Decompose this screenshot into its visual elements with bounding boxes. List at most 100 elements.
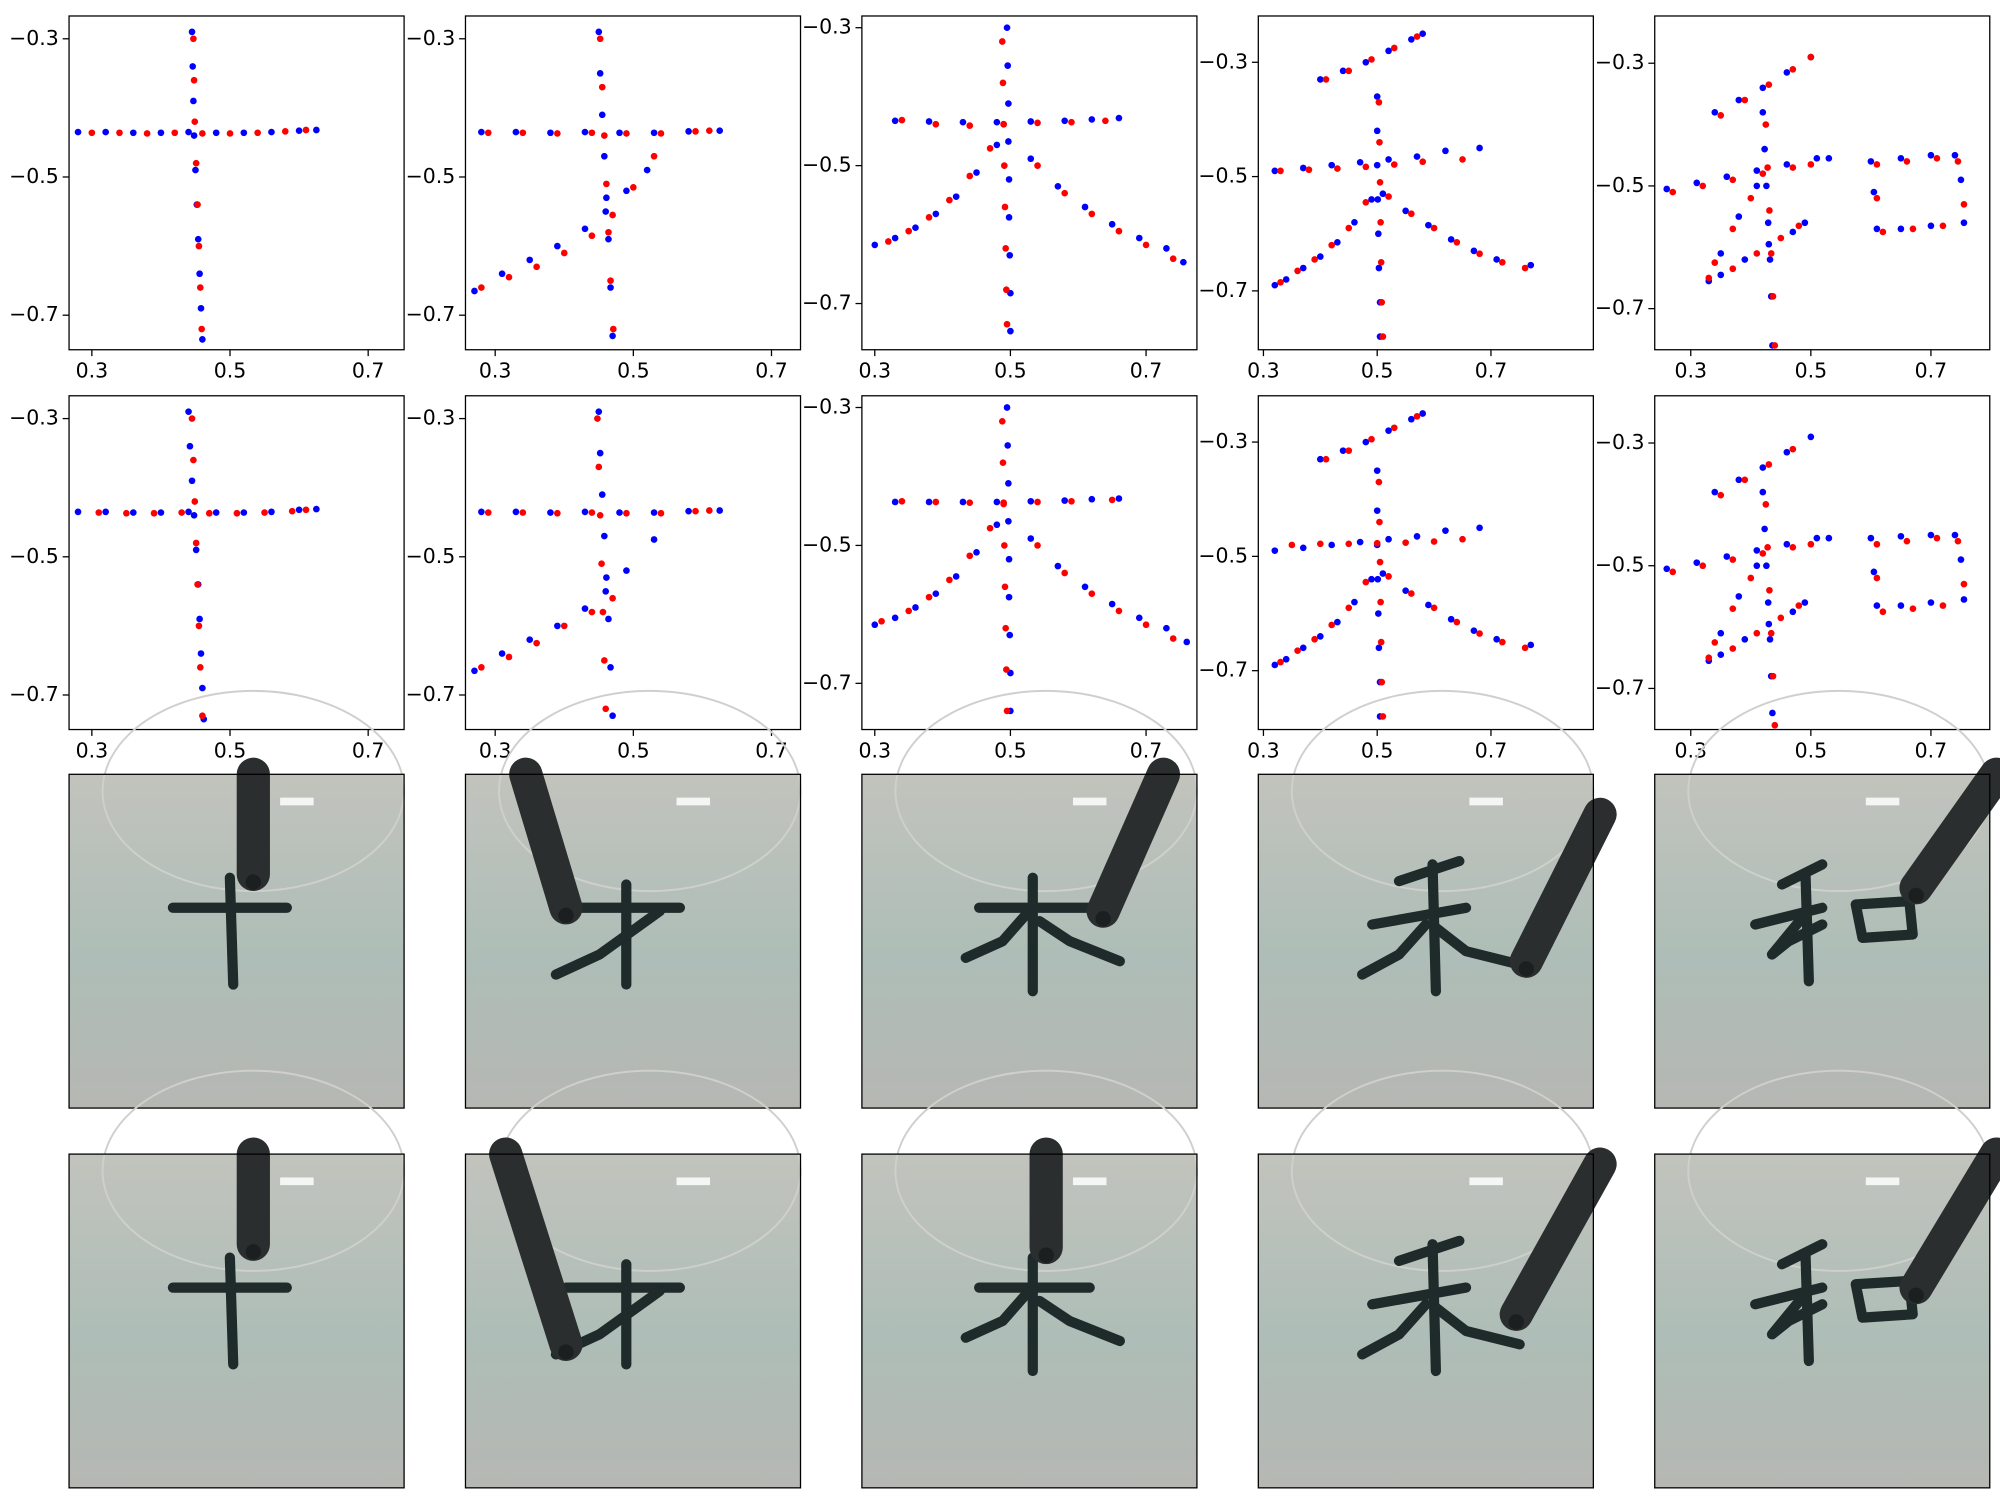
point <box>1061 497 1069 504</box>
point <box>1764 164 1771 171</box>
point <box>598 111 606 119</box>
y-tick-label: −0.7 <box>1198 658 1248 682</box>
point <box>1004 62 1012 69</box>
point <box>1765 81 1773 89</box>
point <box>74 508 82 516</box>
plot-area <box>464 15 802 351</box>
point <box>547 509 554 516</box>
point <box>594 415 601 422</box>
point <box>1027 118 1035 125</box>
point <box>1669 188 1677 196</box>
point <box>1753 547 1761 554</box>
point <box>609 332 616 340</box>
point <box>596 70 604 77</box>
point <box>1142 241 1150 249</box>
point <box>554 130 561 137</box>
point <box>198 325 206 333</box>
point <box>1288 541 1296 549</box>
point <box>925 214 933 221</box>
point <box>1470 627 1478 634</box>
y-tick-label: −0.7 <box>406 302 456 326</box>
point <box>616 509 623 516</box>
point <box>190 76 198 84</box>
scatter-panel: 0.3 0.5 0.7 −0.3 −0.5 −0.7 <box>9 15 405 382</box>
point <box>1729 265 1737 273</box>
point <box>1027 155 1035 163</box>
photo-light <box>1865 797 1900 806</box>
point <box>212 509 220 516</box>
point <box>189 63 197 70</box>
scatter-panel: 0.3 0.5 0.7 −0.3 −0.5 −0.7 <box>802 395 1198 762</box>
point <box>1034 162 1041 169</box>
point <box>478 508 485 516</box>
point <box>999 459 1007 466</box>
point <box>605 228 612 236</box>
point <box>1390 44 1398 52</box>
point <box>1951 151 1959 159</box>
point <box>1769 293 1777 300</box>
point <box>1873 574 1881 582</box>
point <box>1807 540 1815 548</box>
point <box>1271 547 1279 554</box>
y-tick-label: −0.5 <box>1595 173 1645 197</box>
point <box>95 509 103 516</box>
ink-stroke <box>960 1289 1032 1343</box>
point <box>1807 161 1815 168</box>
point <box>616 129 623 137</box>
point <box>88 129 96 137</box>
point <box>1476 250 1483 258</box>
pen-tip <box>1518 961 1535 977</box>
photo-light <box>280 1177 314 1186</box>
pen-body <box>1899 757 2000 905</box>
pen-tip <box>1095 911 1111 927</box>
point <box>1795 602 1803 609</box>
x-tick-label: 0.3 <box>1247 358 1280 382</box>
point <box>595 463 603 471</box>
point <box>191 118 199 126</box>
ink-stroke <box>1850 1275 1918 1323</box>
point <box>588 232 596 240</box>
point <box>603 180 610 188</box>
point <box>1385 156 1392 163</box>
ink-stroke <box>224 1252 239 1370</box>
pen-tip <box>1908 887 1924 904</box>
point <box>123 509 130 517</box>
point <box>1747 194 1755 202</box>
point <box>1795 222 1803 230</box>
photo <box>1654 689 2000 1109</box>
point <box>952 193 960 200</box>
point <box>1328 541 1336 549</box>
photo-background <box>1654 774 1990 1109</box>
point <box>932 498 940 506</box>
point <box>1027 535 1035 542</box>
point <box>526 636 534 644</box>
point <box>1088 590 1096 598</box>
point <box>1813 154 1821 162</box>
point <box>1789 164 1797 171</box>
point <box>1362 578 1370 586</box>
point <box>1169 255 1177 263</box>
point <box>1376 138 1383 146</box>
point <box>498 270 506 278</box>
photo-frame <box>464 1153 802 1489</box>
point <box>1311 256 1318 263</box>
point <box>595 28 603 36</box>
point <box>1068 497 1075 505</box>
point <box>1271 167 1279 175</box>
point <box>999 79 1007 87</box>
point <box>1693 559 1701 566</box>
point <box>1753 167 1761 174</box>
point <box>706 127 713 135</box>
point <box>959 118 967 126</box>
point <box>623 567 630 574</box>
point <box>952 573 960 580</box>
x-tick-label: 0.5 <box>1795 358 1828 382</box>
point <box>1762 121 1770 128</box>
point <box>1373 539 1381 547</box>
point <box>1374 575 1382 583</box>
x-tick-label: 0.5 <box>214 358 247 382</box>
point <box>1005 138 1012 145</box>
point <box>1960 596 1968 603</box>
point <box>1663 565 1671 573</box>
point <box>1373 507 1381 514</box>
